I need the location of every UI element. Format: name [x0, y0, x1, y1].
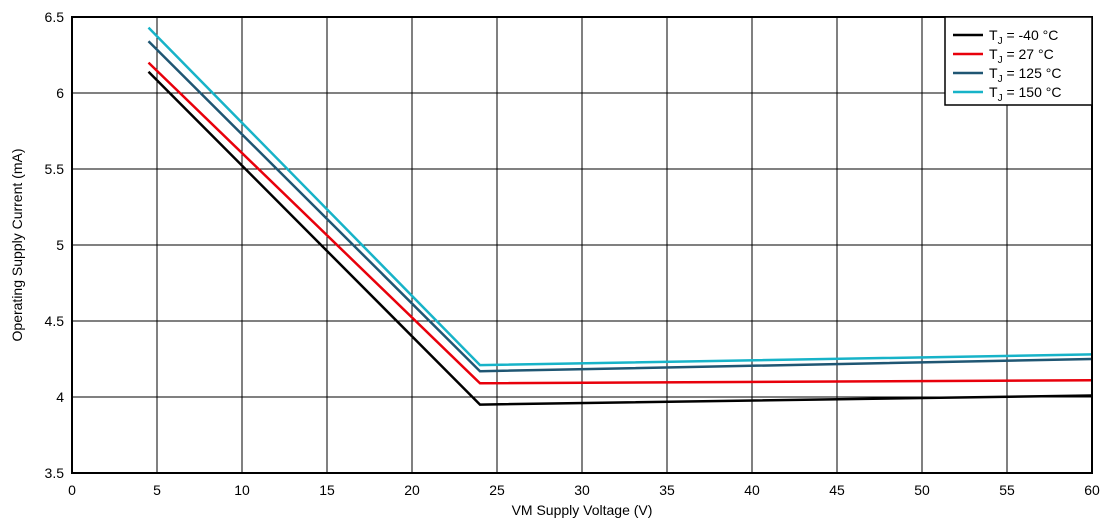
x-tick-label: 50	[914, 482, 930, 498]
y-tick-labels: 3.5 4 4.5 5 5.5 6 6.5	[45, 9, 65, 481]
series-line	[147, 61, 1093, 385]
x-tick-label: 35	[659, 482, 675, 498]
x-tick-label: 40	[744, 482, 760, 498]
x-tick-label: 0	[68, 482, 76, 498]
x-tick-label: 10	[234, 482, 250, 498]
x-tick-label: 20	[404, 482, 420, 498]
x-axis-title: VM Supply Voltage (V)	[512, 502, 653, 518]
legend-label: TJ = 150 °C	[989, 84, 1061, 104]
series-line	[147, 26, 1093, 367]
y-tick-label: 4	[56, 389, 64, 405]
series-line	[147, 70, 1093, 406]
legend: TJ = -40 °CTJ = 27 °CTJ = 125 °CTJ = 150…	[944, 16, 1093, 106]
x-tick-label: 60	[1084, 482, 1100, 498]
plot-frame	[71, 16, 1093, 474]
x-tick-label: 30	[574, 482, 590, 498]
x-tick-label: 25	[489, 482, 505, 498]
y-tick-label: 3.5	[45, 465, 65, 481]
legend-label: TJ = 125 °C	[989, 65, 1061, 85]
legend-box	[944, 16, 1093, 106]
y-tick-label: 6	[56, 85, 64, 101]
series-line	[147, 40, 1093, 373]
legend-label: TJ = 27 °C	[989, 46, 1054, 66]
x-tick-label: 15	[319, 482, 335, 498]
x-tick-label: 45	[829, 482, 845, 498]
y-axis-title: Operating Supply Current (mA)	[9, 149, 25, 342]
x-tick-label: 5	[153, 482, 161, 498]
x-tick-label: 55	[999, 482, 1015, 498]
y-tick-label: 5	[56, 237, 64, 253]
y-tick-label: 6.5	[45, 9, 65, 25]
legend-label: TJ = -40 °C	[989, 27, 1058, 47]
y-tick-label: 5.5	[45, 161, 65, 177]
series-lines	[147, 26, 1093, 406]
x-tick-labels: 0 5 10 15 20 25 30 35 40 45 50 55 60	[68, 482, 1100, 498]
y-tick-label: 4.5	[45, 313, 65, 329]
